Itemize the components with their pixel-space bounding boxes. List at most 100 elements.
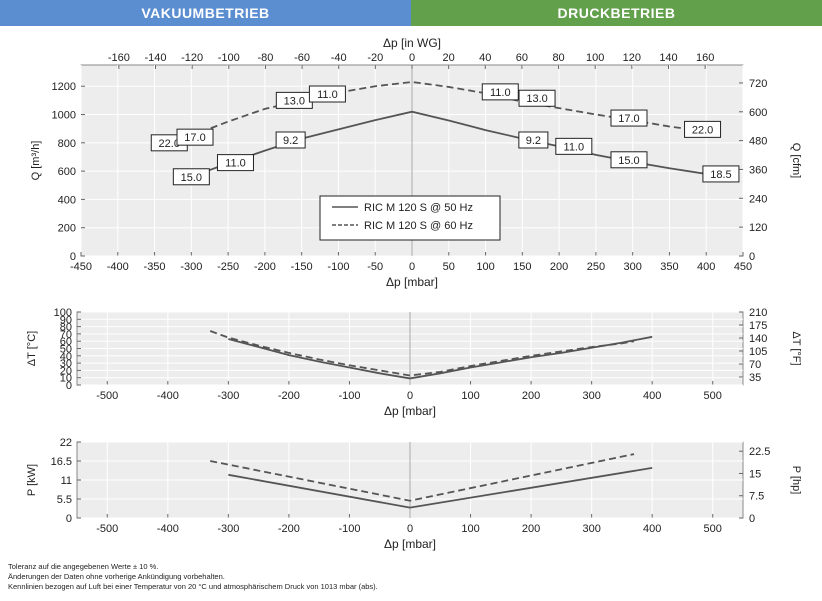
data-label-box <box>555 137 593 155</box>
x-tick-label: -250 <box>217 261 239 273</box>
x2-tick-label: -80 <box>257 52 273 64</box>
series-50hz-line <box>228 467 653 509</box>
data-label: 11.0 <box>555 137 593 155</box>
data-label: 17.0 <box>610 109 648 127</box>
y2-tick-label: 0 <box>749 513 755 525</box>
y-tick-label: 1200 <box>52 81 76 93</box>
x-tick-label: 200 <box>522 523 540 535</box>
y-tick-label: 22 <box>60 437 72 449</box>
y-axis-label: ΔT [°C] <box>26 331 38 366</box>
series-60hz-line <box>210 453 635 502</box>
y2-tick-label: 240 <box>749 193 767 205</box>
x-axis-label: Δp [mbar] <box>384 537 436 551</box>
y-tick-label: 90 <box>60 314 72 326</box>
y-tick-label: 80 <box>60 322 72 334</box>
y-tick-label: 5.5 <box>57 494 72 506</box>
x-tick-label: -200 <box>278 523 300 535</box>
x-tick-label: -50 <box>367 261 383 273</box>
y-tick-label: 20 <box>60 365 72 377</box>
y-axis-label: P [kW] <box>26 464 38 496</box>
x-tick-label: -350 <box>144 261 166 273</box>
data-label: 11.0 <box>216 154 254 172</box>
x-tick-label: 500 <box>704 390 722 402</box>
data-label-text: 17.0 <box>184 132 205 144</box>
y2-tick-label: 140 <box>749 333 767 345</box>
x-tick-label: 300 <box>582 523 600 535</box>
x-tick-label: -300 <box>217 390 239 402</box>
data-label: 9.2 <box>518 131 549 149</box>
y2-tick-label: 35 <box>749 372 761 384</box>
x2-tick-label: 60 <box>516 52 528 64</box>
y-tick-label: 40 <box>60 351 72 363</box>
y2-tick-label: 22.5 <box>749 446 770 458</box>
y2-tick-label: 600 <box>749 107 767 119</box>
vacuum-mode-header: VAKUUMBETRIEB <box>0 0 411 26</box>
data-label-text: 18.5 <box>710 169 731 181</box>
data-label-box <box>610 109 648 127</box>
x-tick-label: 400 <box>643 390 661 402</box>
data-label-text: 9.2 <box>526 135 541 147</box>
data-label: 11.0 <box>481 83 519 101</box>
series-50hz-line <box>228 335 653 380</box>
x-tick-label: -400 <box>107 261 129 273</box>
x-tick-label: -500 <box>96 523 118 535</box>
data-label-text: 13.0 <box>284 95 305 107</box>
legend-box <box>319 195 501 241</box>
legend-entry: RIC M 120 S @ 60 Hz <box>364 220 473 232</box>
x-axis-label: Δp [mbar] <box>386 275 438 289</box>
footer-notes: Toleranz auf die angegebenen Werte ± 10 … <box>8 562 378 592</box>
y2-axis-label: P [hp] <box>790 466 802 495</box>
data-label: 13.0 <box>518 89 556 107</box>
footer-tolerance-note: Toleranz auf die angegebenen Werte ± 10 … <box>8 562 159 571</box>
y2-tick-label: 105 <box>749 346 767 358</box>
x-tick-label: -200 <box>254 261 276 273</box>
y-tick-label: 70 <box>60 329 72 341</box>
y-tick-label: 0 <box>66 380 72 392</box>
x2-tick-label: 20 <box>443 52 455 64</box>
x-axis-label: Δp [mbar] <box>384 404 436 418</box>
y-tick-label: 10 <box>60 373 72 385</box>
x2-tick-label: 80 <box>552 52 564 64</box>
data-label-text: 15.0 <box>618 155 639 167</box>
x2-tick-label: -40 <box>331 52 347 64</box>
data-label: 11.0 <box>308 85 346 103</box>
footer-change-note: Änderungen der Daten ohne vorherige Ankü… <box>8 572 225 581</box>
x-tick-label: 100 <box>461 523 479 535</box>
data-label-text: 11.0 <box>225 158 246 170</box>
y-tick-label: 800 <box>58 138 76 150</box>
x2-tick-label: 0 <box>409 52 415 64</box>
x-tick-label: 350 <box>660 261 678 273</box>
y2-tick-label: 210 <box>749 307 767 319</box>
x-tick-label: -100 <box>338 523 360 535</box>
data-label-box <box>216 154 254 172</box>
performance-charts: -450 -400 -350 -300 -250 -200 -150 -100 -50 0 50 10… <box>26 36 802 551</box>
y2-tick-label: 720 <box>749 78 767 90</box>
data-label: 18.5 <box>702 165 740 183</box>
x-tick-label: 50 <box>443 261 455 273</box>
data-label-text: 22.0 <box>692 124 713 136</box>
x-tick-label: -300 <box>180 261 202 273</box>
x2-tick-label: 140 <box>659 52 677 64</box>
chart-power: -500 -400 -300 -200 -100 0 100 200 300 400 500 0 5.5… <box>26 437 802 551</box>
data-label-box <box>684 120 722 138</box>
x-tick-label: -100 <box>338 390 360 402</box>
data-label-text: 9.2 <box>283 135 298 147</box>
x-tick-label: 100 <box>461 390 479 402</box>
y2-axis-label: Q [cfm] <box>790 143 802 178</box>
y-tick-label: 0 <box>70 251 76 263</box>
y2-axis-label: ΔT [°F] <box>790 331 802 365</box>
y-tick-label: 200 <box>58 223 76 235</box>
data-label-text: 11.0 <box>317 89 338 101</box>
data-label-box <box>518 131 549 149</box>
x-tick-label: -200 <box>278 390 300 402</box>
y-tick-label: 11 <box>61 475 72 487</box>
y-axis-label: Q [m³/h] <box>30 141 42 181</box>
y2-tick-label: 480 <box>749 136 767 148</box>
x-tick-label: 250 <box>587 261 605 273</box>
data-label-text: 11.0 <box>490 87 511 99</box>
data-label: 9.2 <box>275 131 306 149</box>
x2-tick-label: 160 <box>696 52 714 64</box>
x-tick-label: 200 <box>550 261 568 273</box>
y-tick-label: 16.5 <box>51 456 72 468</box>
x-tick-label: 300 <box>582 390 600 402</box>
